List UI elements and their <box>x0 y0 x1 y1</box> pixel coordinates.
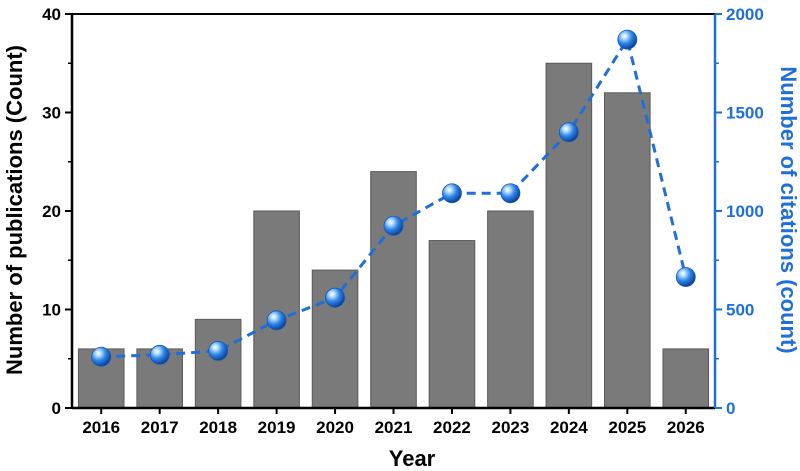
point-2020 <box>325 287 345 308</box>
point-2019 <box>266 310 287 331</box>
x-tick-label: 2025 <box>608 418 646 437</box>
x-tick-label: 2017 <box>141 418 179 437</box>
x-axis-title: Year <box>389 446 436 471</box>
x-ticks: 2016 2017 2018 2019 2020 2021 2022 2023 2024 2025… <box>82 408 705 437</box>
line-series <box>91 29 696 367</box>
point-2022 <box>442 183 462 204</box>
bar-2019 <box>253 210 300 409</box>
right-tick-label: 2000 <box>726 5 764 24</box>
left-y-ticks: 0 10 20 30 40 <box>42 5 72 418</box>
right-tick-label: 1500 <box>726 104 764 123</box>
x-tick-label: 2023 <box>491 418 529 437</box>
bar-2026 <box>662 348 710 409</box>
x-tick-label: 2019 <box>258 418 296 437</box>
point-2017 <box>149 344 170 365</box>
left-y-axis-title: Number of publications (Count) <box>2 45 27 375</box>
x-tick-label: 2020 <box>316 418 354 437</box>
left-tick-label: 30 <box>42 104 61 123</box>
right-tick-label: 500 <box>726 301 754 320</box>
point-2016 <box>91 346 112 367</box>
bar-2022 <box>428 240 476 409</box>
right-tick-label: 1000 <box>726 202 764 221</box>
bar-2025 <box>604 92 651 409</box>
point-2025 <box>617 29 638 50</box>
bar-2021 <box>370 171 417 409</box>
point-2018 <box>208 340 229 361</box>
x-tick-label: 2024 <box>550 418 588 437</box>
left-tick-label: 40 <box>42 5 61 24</box>
x-tick-label: 2016 <box>82 418 120 437</box>
left-tick-label: 0 <box>52 399 61 418</box>
point-2026 <box>675 267 696 287</box>
bar-series <box>77 62 710 409</box>
x-tick-label: 2021 <box>375 418 413 437</box>
right-tick-label: 0 <box>726 399 735 418</box>
point-2023 <box>500 183 521 204</box>
left-tick-label: 10 <box>42 301 61 320</box>
point-2021 <box>383 215 404 236</box>
bar-2024 <box>545 62 593 409</box>
bar-2018 <box>194 318 242 409</box>
bar-2023 <box>487 210 534 409</box>
right-y-ticks: 0 500 1000 1500 2000 <box>715 5 764 418</box>
x-tick-label: 2018 <box>199 418 237 437</box>
left-tick-label: 20 <box>42 202 61 221</box>
x-tick-label: 2022 <box>433 418 471 437</box>
point-2024 <box>558 122 579 143</box>
x-tick-label: 2026 <box>667 418 705 437</box>
right-y-axis-title: Number of citations (count) <box>776 66 800 353</box>
